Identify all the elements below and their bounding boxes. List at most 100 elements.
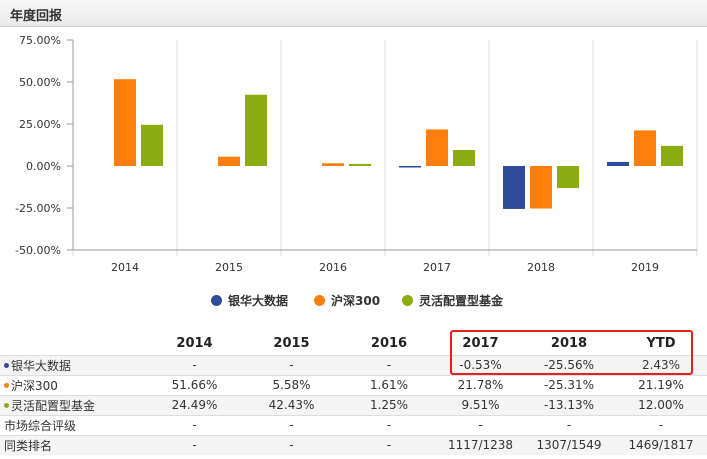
legend-item[interactable]: 沪深300 bbox=[314, 292, 380, 309]
table-cell: 5.58% bbox=[272, 378, 311, 392]
y-tick-label: 75.00% bbox=[19, 34, 61, 47]
x-tick-label: 2016 bbox=[319, 261, 347, 274]
table-cell: -25.31% bbox=[543, 378, 595, 392]
bar bbox=[634, 130, 656, 166]
panel-header: 年度回报 bbox=[0, 0, 707, 27]
legend-label: 银华大数据 bbox=[228, 294, 289, 308]
bar bbox=[607, 161, 629, 166]
annual-return-table: 2014 2015 2016 2017 2018 YTD 银华大数据 - - - -0.… bbox=[0, 333, 707, 455]
chart-bars bbox=[114, 79, 683, 209]
table-cell: 9.51% bbox=[461, 398, 500, 412]
x-tick-label: 2017 bbox=[423, 261, 451, 274]
y-tick-label: 50.00% bbox=[19, 76, 61, 89]
table-row: 银华大数据 - - - -0.53% -25.56% 2.43% bbox=[0, 355, 707, 375]
bar bbox=[503, 166, 525, 209]
table-cell: 1469/1817 bbox=[628, 438, 694, 453]
table-row: 沪深300 51.66% 5.58% 1.61% 21.78% -25.31% 21.19% bbox=[0, 375, 707, 395]
legend-marker bbox=[402, 295, 413, 306]
row-label-text: 银华大数据 bbox=[11, 358, 72, 373]
table-cell: - bbox=[289, 438, 294, 453]
x-tick-label: 2019 bbox=[631, 261, 659, 274]
bar bbox=[245, 94, 267, 166]
row-label: 市场综合评级 bbox=[0, 415, 146, 435]
panel-title: 年度回报 bbox=[10, 9, 63, 24]
table-cell: - bbox=[566, 418, 572, 432]
legend-label: 灵活配置型基金 bbox=[419, 294, 504, 308]
chart-legend: 银华大数据 沪深300 灵活配置型基金 bbox=[0, 292, 707, 310]
bar bbox=[557, 166, 579, 189]
bullet-icon bbox=[4, 402, 9, 408]
bar bbox=[218, 156, 240, 166]
row-label-text: 灵活配置型基金 bbox=[11, 398, 96, 413]
table-header-row: 2014 2015 2016 2017 2018 YTD bbox=[0, 333, 707, 355]
row-label: 同类排名 bbox=[0, 435, 146, 455]
y-tick-label: -25.00% bbox=[15, 202, 61, 215]
bar bbox=[349, 163, 371, 166]
header-2015: 2015 bbox=[273, 336, 310, 352]
legend-label: 沪深300 bbox=[331, 294, 381, 308]
row-label-text: 市场综合评级 bbox=[4, 418, 77, 433]
table-cell: 42.43% bbox=[268, 398, 315, 412]
table-cell: - bbox=[386, 438, 392, 453]
row-label-text: 沪深300 bbox=[11, 378, 58, 393]
y-tick-label: 25.00% bbox=[19, 118, 61, 131]
header-label bbox=[0, 333, 146, 355]
table-row: 同类排名 - - - 1117/1238 1307/1549 1469/1817 bbox=[0, 435, 707, 455]
y-tick-label: 0.00% bbox=[26, 160, 61, 173]
chart-tick-labels: 75.00% 50.00% 25.00% 0.00% -25.00% -50.00% 201… bbox=[15, 34, 659, 274]
chart-grid bbox=[72, 40, 698, 256]
table-cell: - bbox=[192, 418, 197, 432]
table-cell: - bbox=[289, 358, 294, 372]
x-tick-label: 2014 bbox=[111, 261, 139, 274]
table-cell: 1.25% bbox=[369, 398, 409, 412]
row-label: 灵活配置型基金 bbox=[0, 395, 146, 415]
table-cell: - bbox=[478, 418, 483, 432]
table-cell: 1117/1238 bbox=[447, 438, 514, 453]
table-cell: - bbox=[192, 438, 197, 453]
header-2016: 2016 bbox=[370, 336, 408, 352]
header-ytd: YTD bbox=[646, 336, 676, 352]
table-cell: 1.61% bbox=[369, 378, 409, 392]
legend-marker bbox=[211, 295, 222, 306]
bar bbox=[453, 150, 475, 166]
table-row: 市场综合评级 - - - - - - bbox=[0, 415, 707, 435]
table-cell: -13.13% bbox=[543, 398, 595, 412]
header-2017: 2017 bbox=[462, 336, 499, 352]
table-cell: 12.00% bbox=[638, 398, 684, 412]
table-cell: -0.53% bbox=[459, 358, 502, 372]
bar bbox=[530, 166, 552, 209]
bullet-icon bbox=[4, 382, 9, 388]
annual-return-chart: 75.00% 50.00% 25.00% 0.00% -25.00% -50.00% 201… bbox=[15, 34, 698, 274]
bar bbox=[661, 145, 683, 166]
table-cell: 21.19% bbox=[638, 378, 684, 392]
legend-marker bbox=[314, 295, 325, 306]
legend-item[interactable]: 灵活配置型基金 bbox=[402, 292, 503, 309]
bar bbox=[141, 124, 163, 166]
table-cell: 21.78% bbox=[457, 378, 504, 392]
header-2014: 2014 bbox=[176, 336, 213, 352]
bar bbox=[322, 163, 344, 166]
bullet-icon bbox=[4, 362, 9, 368]
bar bbox=[399, 166, 421, 168]
row-label: 银华大数据 bbox=[0, 355, 146, 375]
table-cell: - bbox=[289, 418, 294, 432]
legend-item[interactable]: 银华大数据 bbox=[211, 292, 288, 309]
bar bbox=[114, 79, 136, 166]
x-tick-label: 2015 bbox=[215, 261, 243, 274]
y-tick-label: -50.00% bbox=[15, 244, 61, 257]
table-cell: - bbox=[658, 418, 664, 432]
row-label: 沪深300 bbox=[0, 375, 146, 395]
table-cell: - bbox=[386, 358, 392, 372]
table-cell: -25.56% bbox=[543, 358, 595, 372]
table-cell: 51.66% bbox=[171, 378, 218, 392]
table-cell: 24.49% bbox=[171, 398, 218, 412]
table-cell: - bbox=[192, 358, 197, 372]
table-row: 灵活配置型基金 24.49% 42.43% 1.25% 9.51% -13.13% 12.0… bbox=[0, 395, 707, 415]
chart-axes bbox=[67, 39, 697, 251]
table-cell: 2.43% bbox=[641, 358, 681, 372]
table-cell: - bbox=[386, 418, 392, 432]
bar bbox=[426, 129, 448, 166]
header-2018: 2018 bbox=[550, 336, 588, 352]
table-cell: 1307/1549 bbox=[536, 438, 602, 453]
x-tick-label: 2018 bbox=[527, 261, 555, 274]
